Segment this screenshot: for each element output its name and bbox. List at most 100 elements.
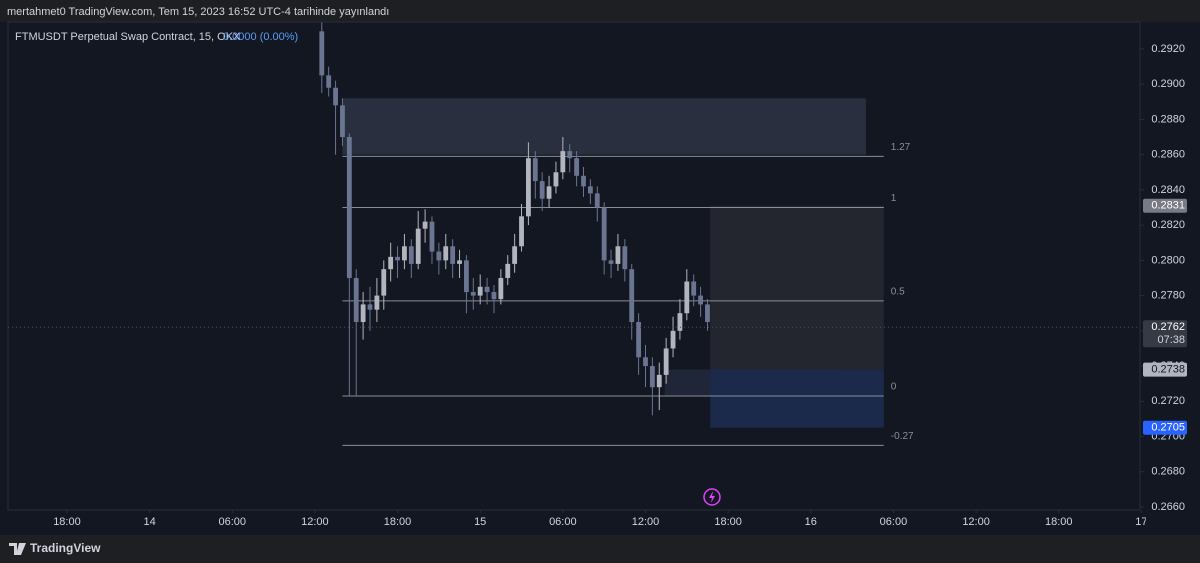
candle-body [649,366,655,388]
candle-body [670,330,676,349]
price-tag [1143,320,1187,348]
price-tag [1143,420,1187,435]
candle-body [608,260,614,264]
candle-body [539,181,545,199]
candle-body [415,228,421,264]
chart-title: FTMUSDT Perpetual Swap Contract, 15, OKX [15,31,241,43]
candle-body [677,313,683,331]
fib-label: -0.27 [891,431,914,442]
fib-label: 1.27 [891,142,911,153]
alert-icon[interactable] [703,488,721,506]
candle-body [532,158,538,182]
candle-body [374,295,380,310]
x-tick-label: 18:00 [1045,516,1073,528]
x-tick-label: 06:00 [549,516,577,528]
candle-body [622,246,628,270]
price-tag [1143,198,1187,213]
candle-body [353,277,359,323]
candle-body [560,151,566,173]
candle-body [643,357,648,367]
tv-logo [9,543,26,555]
candle-body [326,75,332,88]
y-tick-label: 0.2880 [1151,113,1185,125]
candle-body [422,221,428,229]
zone-box [342,98,866,155]
plot: 1.27 1 0.5 0 -0.27 [8,22,1140,446]
candle-body [519,216,524,247]
x-tick-label: 06:00 [218,516,246,528]
candle-body [553,172,559,187]
candle-body [498,277,504,300]
candle-body [525,158,531,217]
candle-body [436,251,442,261]
candle-body [505,263,511,278]
candle-body [705,304,710,323]
candle-body [698,295,703,305]
candle-body [319,31,325,76]
x-tick-label: 16 [805,516,817,528]
footer-text: TradingView [30,541,101,555]
candle-body [491,292,497,300]
candle-body [615,246,621,264]
plot-area [7,21,1141,511]
y-tick-label: 0.2680 [1151,466,1185,478]
header-bar [0,0,1200,22]
candle-body [443,246,449,261]
y-tick-label: 0.2660 [1151,501,1185,513]
price-tag-label: 0.2831 [1151,200,1185,212]
candle-body [663,348,669,375]
y-tick-label: 0.2800 [1151,254,1185,266]
candle-body [484,286,490,293]
candle-body [470,292,476,296]
candle-body [594,193,600,208]
zone-box [710,369,884,428]
x-tick-label: 14 [143,516,155,528]
y-tick-label: 0.2860 [1151,149,1185,161]
x-tick-label: 12:00 [301,516,329,528]
candle-body [546,186,552,199]
candle-body [340,105,345,138]
countdown: 07:38 [1157,334,1185,346]
price-tag [1143,362,1187,377]
candle-body [402,246,407,261]
candle-body [581,175,586,187]
candle-body [691,281,697,296]
fib-label: 1 [891,193,897,204]
y-tick-label: 0.2820 [1151,219,1185,231]
candle-body [636,322,642,358]
candle-body [381,269,387,296]
candle-body [367,304,373,310]
x-tick-label: 06:00 [880,516,908,528]
candle-body [684,281,690,314]
candle-body [457,260,462,264]
candle-body [477,286,483,296]
candle-body [429,221,435,252]
candle-body [395,256,400,261]
candle-body [601,207,607,261]
candle-body [408,246,414,264]
x-tick-label: 18:00 [384,516,412,528]
fib-label: 0 [891,382,897,393]
candle-body [567,151,573,159]
candle-body [587,186,593,194]
candle-body [450,246,456,264]
candle-body [333,87,338,106]
x-tick-label: 18:00 [53,516,81,528]
x-tick-label: 18:00 [714,516,742,528]
zone-box [710,205,884,370]
price-tag-label: 0.2762 [1151,321,1185,333]
candle-body [346,137,352,278]
footer-bar [0,535,1200,563]
y-tick-label: 0.2920 [1151,43,1185,55]
axes: 0.2920 0.2900 0.2880 0.2860 0.2840 0.2820 0.28… [53,43,1187,528]
y-tick-label: 0.2720 [1151,395,1185,407]
candle-body [629,269,635,323]
candle-body [512,246,518,264]
candle-body [656,374,662,388]
price-tag-label: 0.2738 [1151,363,1185,375]
x-tick-label: 12:00 [962,516,990,528]
y-tick-label: 0.2780 [1151,290,1185,302]
y-tick-label: 0.2840 [1151,184,1185,196]
y-tick-label: 0.2900 [1151,78,1185,90]
